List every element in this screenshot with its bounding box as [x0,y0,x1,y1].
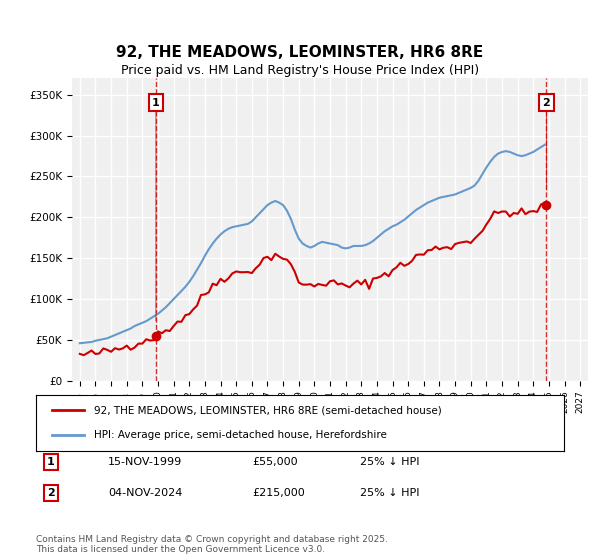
Text: 25% ↓ HPI: 25% ↓ HPI [360,457,419,467]
Text: 2: 2 [47,488,55,498]
Text: 04-NOV-2024: 04-NOV-2024 [108,488,182,498]
Text: 1: 1 [152,97,160,108]
Text: 1: 1 [47,457,55,467]
Text: 92, THE MEADOWS, LEOMINSTER, HR6 8RE: 92, THE MEADOWS, LEOMINSTER, HR6 8RE [116,45,484,60]
Text: £55,000: £55,000 [252,457,298,467]
Text: Contains HM Land Registry data © Crown copyright and database right 2025.
This d: Contains HM Land Registry data © Crown c… [36,535,388,554]
Text: Price paid vs. HM Land Registry's House Price Index (HPI): Price paid vs. HM Land Registry's House … [121,64,479,77]
Text: 25% ↓ HPI: 25% ↓ HPI [360,488,419,498]
Text: 2: 2 [542,97,550,108]
Text: 15-NOV-1999: 15-NOV-1999 [108,457,182,467]
Text: 92, THE MEADOWS, LEOMINSTER, HR6 8RE (semi-detached house): 92, THE MEADOWS, LEOMINSTER, HR6 8RE (se… [94,405,442,416]
Text: £215,000: £215,000 [252,488,305,498]
Text: HPI: Average price, semi-detached house, Herefordshire: HPI: Average price, semi-detached house,… [94,430,387,440]
